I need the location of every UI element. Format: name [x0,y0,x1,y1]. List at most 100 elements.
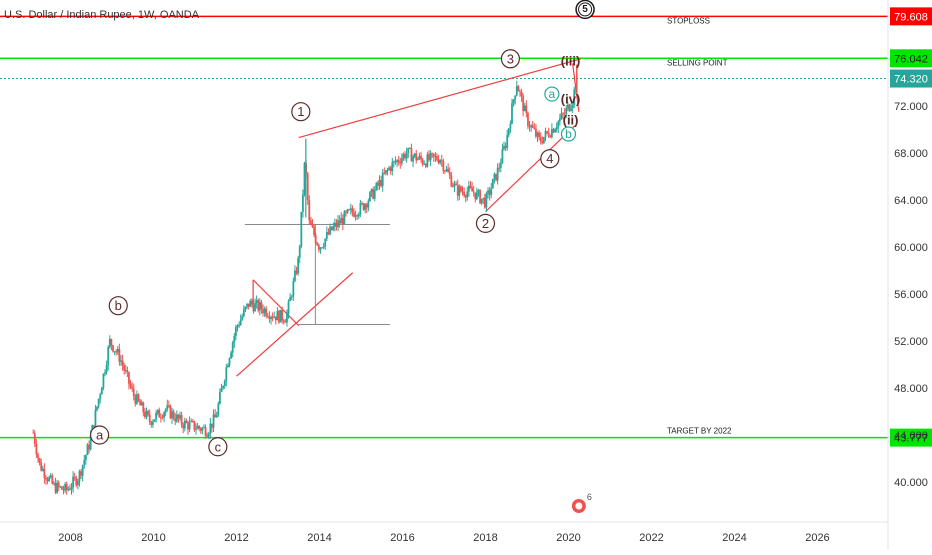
candle-body-280 [479,190,481,204]
candle-body-122 [227,365,229,368]
candle-body-246 [424,164,427,167]
candle-body-57 [123,365,126,371]
candle-body-9 [46,479,49,481]
candle-body-245 [423,164,426,165]
chart-title: U.S. Dollar / Indian Rupee, 1W, OANDA [4,9,200,21]
trend-line-0[interactable] [298,58,582,139]
price-tag-label-0: 79.608 [894,11,928,23]
candle-body-327 [554,129,556,133]
candle-body-32 [83,460,86,466]
candle-body-310 [527,113,529,127]
candle-body-321 [544,131,547,138]
y-tick-3: 52.000 [894,336,928,348]
candle-body-226 [392,161,395,163]
candle-body-298 [507,128,510,136]
candle-body-160 [287,301,290,314]
wave-marker-1[interactable] [108,296,128,316]
candle-body-212 [370,189,373,193]
candle-body-284 [485,193,488,208]
candle-body-323 [547,132,550,137]
candle-body-207 [362,203,365,210]
candle-body-309 [525,105,528,114]
candle-body-130 [239,319,242,326]
candle-body-85 [167,405,170,407]
candle-body-39 [94,409,97,428]
candle-body-313 [531,125,534,128]
candle-body-204 [357,214,360,217]
candle-body-196 [345,211,347,213]
candle-body-268 [460,186,462,192]
candle-body-139 [254,303,256,312]
candle-body-124 [230,352,232,359]
candle-body-28 [76,480,79,486]
subwave-marker-1[interactable] [560,126,577,142]
candle-body-302 [514,95,517,100]
subwave-marker-0[interactable] [544,86,560,102]
candle-body-87 [171,411,173,419]
candle-body-306 [520,92,523,97]
candle-body-80 [159,417,162,419]
candle-body-94 [182,424,185,429]
candle-body-252 [434,156,437,157]
candle-body-307 [522,96,525,112]
candle-body-93 [180,415,183,425]
candle-body-257 [442,161,445,171]
candle-body-339 [573,89,576,105]
axes-layer [0,0,889,550]
candle-body-135 [247,303,250,307]
candle-body-118 [220,387,223,392]
candle-body-328 [555,127,558,130]
candle-body-190 [335,222,338,228]
candle-body-78 [156,409,159,414]
wave-marker-4[interactable] [475,213,496,233]
candle-body-24 [70,487,73,490]
candle-body-127 [234,327,237,336]
wave-marker-3[interactable] [291,102,311,122]
candle-body-224 [389,167,392,172]
candle-body-161 [289,297,292,302]
candle-body-147 [266,316,269,317]
candle-body-109 [206,436,209,438]
candle-body-213 [372,189,375,199]
candle-body-6 [41,468,44,471]
candle-body-249 [429,153,432,161]
candle-body-159 [286,313,288,323]
candle-body-287 [490,188,493,195]
candle-body-95 [183,420,186,429]
price-tag-label-1: 76.042 [894,53,928,65]
candle-body-107 [203,427,205,429]
candle-body-335 [566,104,569,109]
wave-marker-5[interactable] [500,49,520,69]
candle-body-157 [282,320,285,322]
candle-body-136 [249,300,252,307]
candle-body-55 [120,360,122,362]
trend-line-1[interactable] [485,125,576,213]
candle-body-81 [161,417,164,419]
wave-marker-6[interactable] [540,149,560,169]
candle-body-75 [151,421,154,425]
candle-body-140 [255,300,258,304]
price-tag-2 [890,69,932,88]
candle-body-106 [201,427,204,431]
candle-body-198 [348,209,351,211]
candle-body-288 [491,178,494,189]
drawings-layer [236,58,582,377]
candle-body-332 [562,113,564,115]
candle-body-293 [499,163,502,168]
candle-body-120 [223,380,226,386]
candle-body-61 [129,383,132,387]
candle-body-3 [37,454,39,459]
candle-body-47 [107,347,110,366]
candle-body-267 [458,186,461,196]
trend-line-3[interactable] [252,279,300,327]
wave-marker-2[interactable] [208,437,228,457]
candle-body-105 [199,428,202,431]
trend-line-2[interactable] [236,272,354,377]
wave-marker-0[interactable] [89,425,110,445]
candle-body-76 [153,419,156,422]
candle-body-116 [217,403,220,416]
candle-body-325 [550,129,553,138]
candle-body-292 [498,167,501,169]
